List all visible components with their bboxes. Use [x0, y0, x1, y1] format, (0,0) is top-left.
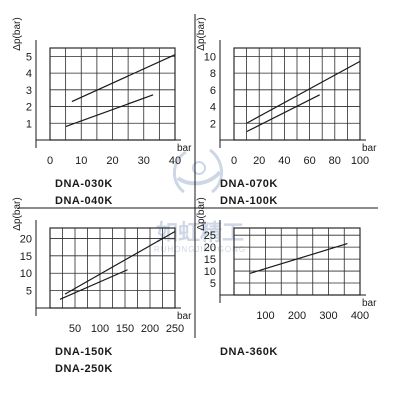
- model-label: DNA-030K: [55, 178, 113, 190]
- y-tick-label: 8: [210, 68, 216, 80]
- y-tick-label: 15: [204, 254, 216, 266]
- x-axis-label: bar: [177, 311, 192, 322]
- y-tick-label: 6: [210, 85, 216, 97]
- x-tick-label: 80: [329, 155, 341, 167]
- x-tick-label: 60: [303, 155, 315, 167]
- y-tick-label: 15: [20, 251, 32, 263]
- x-axis-label: bar: [362, 143, 377, 154]
- x-axis-label: bar: [177, 143, 192, 154]
- y-axis-label: Δp(bar): [196, 17, 207, 50]
- y-tick-label: 10: [204, 51, 216, 63]
- x-tick-label: 200: [141, 323, 159, 335]
- watermark-subtext: RUHONGJINGGONG: [154, 245, 246, 254]
- x-tick-label: 100: [351, 155, 369, 167]
- y-tick-label: 3: [26, 85, 32, 97]
- y-tick-label: 2: [26, 102, 32, 114]
- x-tick-label: 10: [75, 155, 87, 167]
- watermark-logo-icon: [173, 148, 223, 194]
- model-label: DNA-250K: [55, 363, 113, 375]
- x-tick-label: 150: [116, 323, 134, 335]
- y-tick-label: 10: [20, 268, 32, 280]
- x-tick-label: 300: [319, 310, 337, 322]
- x-tick-label: 20: [106, 155, 118, 167]
- y-axis-label: Δp(bar): [196, 197, 207, 230]
- series-line-1: [64, 230, 176, 295]
- y-tick-label: 2: [210, 118, 216, 130]
- x-tick-label: 250: [166, 323, 184, 335]
- y-axis-label: Δp(bar): [12, 197, 23, 230]
- x-tick-label: 0: [231, 155, 237, 167]
- watermark-text: 如虹精工: [156, 220, 244, 246]
- y-tick-label: 20: [204, 242, 216, 254]
- y-tick-label: 5: [210, 278, 216, 290]
- x-tick-label: 40: [278, 155, 290, 167]
- y-tick-label: 5: [26, 286, 32, 298]
- watermark: 如虹精工 RUHONGJINGGONG: [154, 148, 246, 254]
- model-label: DNA-070K: [220, 178, 278, 190]
- x-tick-label: 50: [69, 323, 81, 335]
- x-tick-label: 200: [288, 310, 306, 322]
- series-line-1: [246, 60, 361, 124]
- x-tick-label: 100: [91, 323, 109, 335]
- series-line-1: [71, 54, 176, 103]
- model-label: DNA-100K: [220, 195, 278, 207]
- x-tick-label: 30: [138, 155, 150, 167]
- model-label: DNA-150K: [55, 346, 113, 358]
- x-axis-label: bar: [362, 298, 377, 309]
- series-line-1: [249, 242, 348, 275]
- y-tick-label: 25: [204, 230, 216, 242]
- y-tick-label: 20: [20, 233, 32, 245]
- x-tick-label: 0: [47, 155, 53, 167]
- x-tick-label: 100: [256, 310, 274, 322]
- series-line-2: [59, 269, 128, 300]
- y-tick-label: 4: [210, 102, 216, 114]
- y-tick-label: 4: [26, 68, 32, 80]
- y-tick-label: 5: [26, 51, 32, 63]
- y-tick-label: 10: [204, 266, 216, 278]
- series-line-2: [65, 94, 154, 128]
- series-line-2: [246, 94, 320, 133]
- x-tick-label: 20: [253, 155, 265, 167]
- y-axis-label: Δp(bar): [12, 17, 23, 50]
- model-label: DNA-360K: [220, 346, 278, 358]
- y-tick-label: 1: [26, 118, 32, 130]
- x-tick-label: 400: [351, 310, 369, 322]
- model-label: DNA-040K: [55, 195, 113, 207]
- x-tick-label: 40: [169, 155, 181, 167]
